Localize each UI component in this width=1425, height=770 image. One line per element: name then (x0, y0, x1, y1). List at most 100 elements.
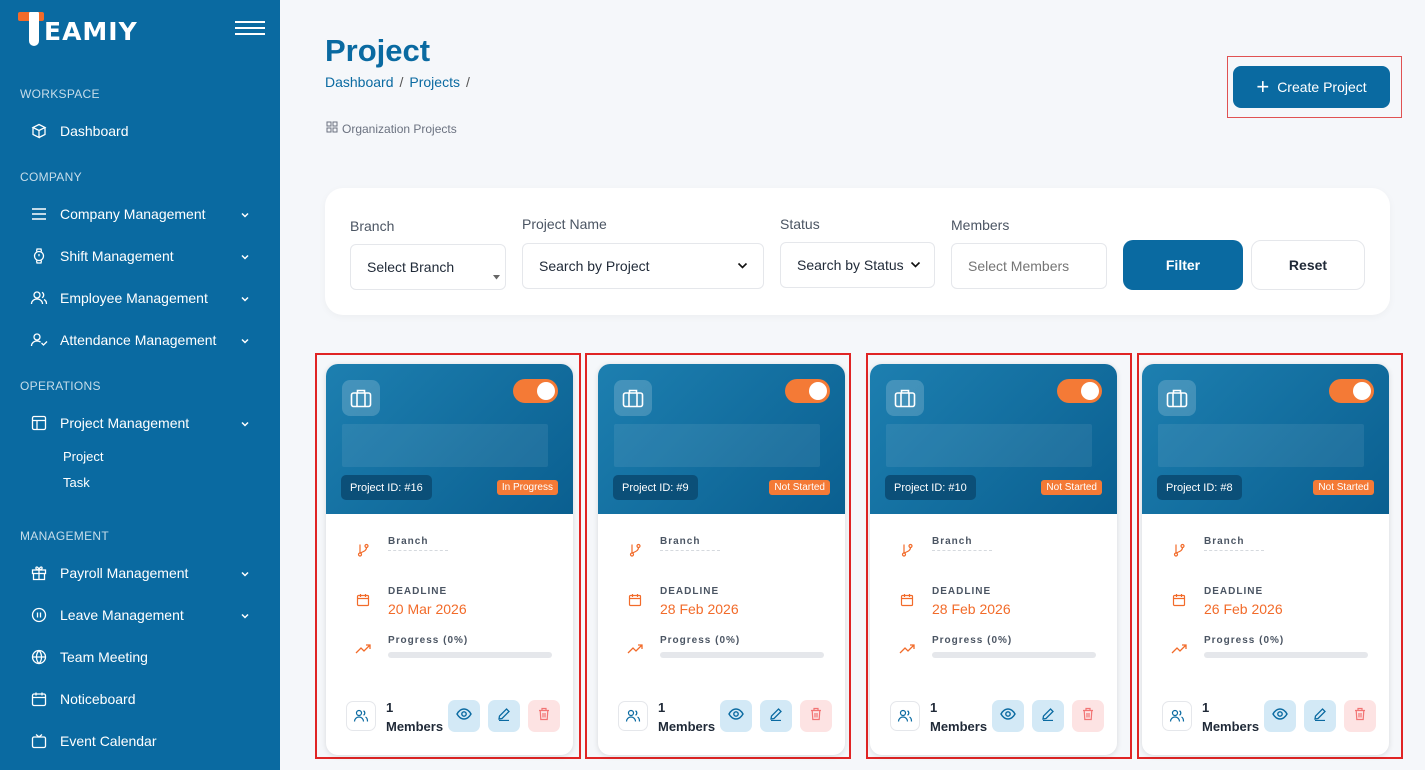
sidebar-item-project-management[interactable]: Project Management (30, 410, 260, 436)
branch-select[interactable]: Select Branch (350, 244, 506, 290)
project-active-toggle[interactable] (1329, 379, 1374, 403)
reset-button[interactable]: Reset (1251, 240, 1365, 290)
create-project-button[interactable]: + Create Project (1233, 66, 1390, 108)
sidebar-item-label: Payroll Management (60, 565, 189, 581)
breadcrumb-projects[interactable]: Projects (409, 74, 460, 90)
members-icon (890, 701, 920, 731)
project-card[interactable]: Project ID: #10 Not Started Branch DEADLINE… (870, 364, 1117, 755)
tv-icon (30, 732, 48, 750)
menu-toggle-icon[interactable] (235, 21, 265, 35)
calendar-icon (626, 591, 644, 609)
members-icon (346, 701, 376, 731)
status-badge: Not Started (1041, 480, 1102, 495)
sidebar-item-label: Company Management (60, 206, 206, 222)
chevron-down-icon (736, 259, 749, 275)
section-workspace: WORKSPACE (20, 87, 100, 101)
watch-icon (30, 247, 48, 265)
brand-logo[interactable]: EAMIY (18, 10, 138, 46)
branch-value-redacted (932, 550, 992, 553)
project-select-value: Search by Project (539, 258, 650, 274)
members-count: 1 Members (658, 698, 715, 736)
chevron-down-icon (240, 416, 250, 432)
pause-circle-icon (30, 606, 48, 624)
edit-button[interactable] (488, 700, 520, 732)
members-count: 1 Members (386, 698, 443, 736)
sidebar-item-shift-management[interactable]: Shift Management (30, 243, 260, 269)
trash-icon (1354, 707, 1366, 726)
calendar-icon (1170, 591, 1188, 609)
sidebar-subitem-task[interactable]: Task (63, 475, 90, 490)
cube-icon (30, 122, 48, 140)
progress-label: Progress (0%) (932, 635, 1013, 646)
branch-icon (1170, 541, 1188, 559)
trending-up-icon (626, 640, 644, 658)
members-number: 1 (1202, 700, 1210, 715)
status-select[interactable]: Search by Status (780, 242, 935, 288)
members-number: 1 (658, 700, 666, 715)
delete-button[interactable] (1072, 700, 1104, 732)
delete-button[interactable] (1344, 700, 1376, 732)
edit-button[interactable] (760, 700, 792, 732)
project-title-redacted (614, 424, 820, 467)
project-card[interactable]: Project ID: #9 Not Started Branch DEADLINE 2… (598, 364, 845, 755)
members-input[interactable] (951, 243, 1107, 289)
sidebar-item-noticeboard[interactable]: Noticeboard (30, 686, 260, 712)
branch-label: Branch (932, 536, 973, 547)
edit-button[interactable] (1032, 700, 1064, 732)
delete-button[interactable] (528, 700, 560, 732)
trash-icon (538, 707, 550, 726)
project-card[interactable]: Project ID: #8 Not Started Branch DEADLINE 2… (1142, 364, 1389, 755)
filter-button[interactable]: Filter (1123, 240, 1243, 290)
deadline-label: DEADLINE (660, 586, 720, 597)
delete-button[interactable] (800, 700, 832, 732)
progress-label: Progress (0%) (660, 635, 741, 646)
breadcrumb-dashboard[interactable]: Dashboard (325, 74, 394, 90)
sidebar-item-label: Employee Management (60, 290, 208, 306)
sidebar-item-label: Team Meeting (60, 649, 148, 665)
view-button[interactable] (1264, 700, 1296, 732)
chevron-down-icon (240, 608, 250, 624)
sidebar-item-leave-management[interactable]: Leave Management (30, 602, 260, 628)
sidebar-subitem-project[interactable]: Project (63, 449, 104, 464)
chevron-down-icon (240, 291, 250, 307)
members-icon (1162, 701, 1192, 731)
deadline-label: DEADLINE (388, 586, 448, 597)
sidebar-item-event-calendar[interactable]: Event Calendar (30, 728, 260, 754)
status-select-value: Search by Status (797, 257, 904, 273)
progress-bar (1204, 652, 1368, 658)
sidebar-item-dashboard[interactable]: Dashboard (30, 118, 260, 144)
project-active-toggle[interactable] (1057, 379, 1102, 403)
page-subtitle: Organization Projects (326, 121, 457, 136)
view-button[interactable] (448, 700, 480, 732)
project-active-toggle[interactable] (513, 379, 558, 403)
members-count: 1 Members (930, 698, 987, 736)
branch-label: Branch (350, 218, 395, 234)
view-button[interactable] (720, 700, 752, 732)
eye-icon (1000, 707, 1016, 725)
project-card[interactable]: Project ID: #16 In Progress Branch DEADLINE… (326, 364, 573, 755)
user-check-icon (30, 331, 48, 349)
briefcase-icon (614, 380, 652, 416)
sidebar-item-payroll-management[interactable]: Payroll Management (30, 560, 260, 586)
sidebar-item-attendance-management[interactable]: Attendance Management (30, 327, 260, 353)
logo-text: EAMIY (44, 16, 138, 46)
edit-button[interactable] (1304, 700, 1336, 732)
progress-bar (932, 652, 1096, 658)
members-label: Members (951, 217, 1010, 233)
status-badge: Not Started (1313, 480, 1374, 495)
branch-label: Branch (388, 536, 429, 547)
project-active-toggle[interactable] (785, 379, 830, 403)
members-number: 1 (386, 700, 394, 715)
card-header: Project ID: #9 Not Started (598, 364, 845, 514)
project-name-select[interactable]: Search by Project (522, 243, 764, 289)
card-header: Project ID: #10 Not Started (870, 364, 1117, 514)
sidebar-item-team-meeting[interactable]: Team Meeting (30, 644, 260, 670)
sidebar-item-company-management[interactable]: Company Management (30, 201, 260, 227)
view-button[interactable] (992, 700, 1024, 732)
create-project-label: Create Project (1277, 79, 1367, 95)
project-title-redacted (886, 424, 1092, 467)
sidebar-item-employee-management[interactable]: Employee Management (30, 285, 260, 311)
members-word: Members (930, 719, 988, 734)
page-title: Project (325, 33, 431, 68)
project-id-badge: Project ID: #10 (885, 475, 976, 500)
